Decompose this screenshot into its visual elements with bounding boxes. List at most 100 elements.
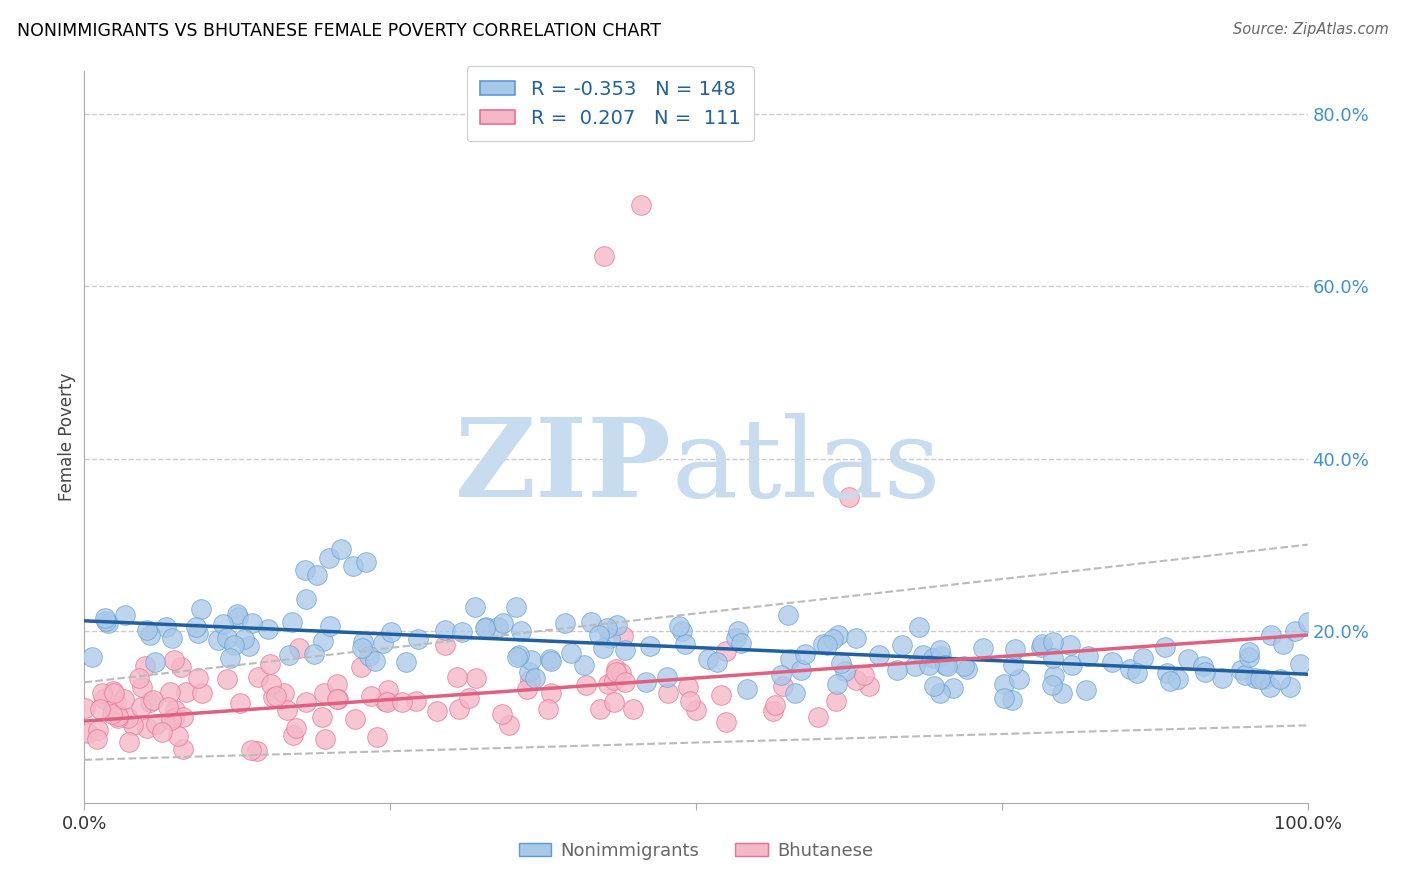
Point bbox=[537, 702, 560, 716]
Point bbox=[375, 696, 398, 710]
Point bbox=[260, 676, 283, 690]
Point bbox=[596, 621, 619, 635]
Point bbox=[1001, 693, 1024, 707]
Point bbox=[170, 660, 193, 674]
Point bbox=[1156, 665, 1178, 680]
Point bbox=[706, 655, 728, 669]
Point bbox=[278, 648, 301, 662]
Point bbox=[508, 648, 530, 662]
Point bbox=[117, 711, 139, 725]
Point bbox=[891, 638, 914, 652]
Point bbox=[1260, 628, 1282, 642]
Point bbox=[312, 634, 335, 648]
Point bbox=[217, 632, 239, 646]
Point bbox=[790, 663, 813, 677]
Text: NONIMMIGRANTS VS BHUTANESE FEMALE POVERTY CORRELATION CHART: NONIMMIGRANTS VS BHUTANESE FEMALE POVERT… bbox=[17, 22, 661, 40]
Point bbox=[136, 722, 159, 736]
Point bbox=[163, 653, 186, 667]
Point bbox=[408, 632, 430, 646]
Point bbox=[186, 620, 208, 634]
Point bbox=[1126, 666, 1149, 681]
Point bbox=[157, 700, 180, 714]
Point bbox=[446, 670, 468, 684]
Point bbox=[434, 638, 457, 652]
Point bbox=[187, 625, 209, 640]
Point bbox=[506, 650, 529, 665]
Point bbox=[1159, 673, 1181, 688]
Point bbox=[858, 679, 880, 693]
Point bbox=[97, 615, 120, 630]
Point bbox=[928, 686, 950, 700]
Point bbox=[523, 671, 546, 685]
Point bbox=[360, 690, 382, 704]
Point bbox=[1167, 672, 1189, 686]
Point bbox=[589, 702, 612, 716]
Point bbox=[716, 714, 738, 729]
Point bbox=[673, 637, 696, 651]
Point bbox=[264, 689, 287, 703]
Point bbox=[228, 696, 250, 710]
Point bbox=[129, 700, 152, 714]
Point bbox=[668, 619, 690, 633]
Point bbox=[516, 681, 538, 696]
Point bbox=[311, 710, 333, 724]
Point bbox=[1153, 640, 1175, 655]
Point bbox=[972, 640, 994, 655]
Point bbox=[139, 695, 162, 709]
Point bbox=[281, 615, 304, 630]
Point bbox=[80, 650, 103, 665]
Point bbox=[491, 707, 513, 722]
Point bbox=[128, 671, 150, 685]
Point bbox=[572, 658, 595, 673]
Point bbox=[287, 640, 309, 655]
Point bbox=[73, 700, 96, 714]
Point bbox=[302, 647, 325, 661]
Point bbox=[519, 653, 541, 667]
Point bbox=[776, 608, 799, 623]
Point bbox=[993, 677, 1015, 691]
Point bbox=[486, 620, 509, 634]
Point bbox=[305, 567, 328, 582]
Point bbox=[811, 637, 834, 651]
Point bbox=[136, 623, 159, 637]
Point bbox=[1042, 669, 1064, 683]
Point bbox=[114, 607, 136, 622]
Point bbox=[498, 718, 520, 732]
Point bbox=[172, 742, 194, 756]
Y-axis label: Female Poverty: Female Poverty bbox=[58, 373, 76, 501]
Point bbox=[554, 616, 576, 631]
Point bbox=[815, 638, 838, 652]
Point bbox=[621, 702, 644, 716]
Point bbox=[247, 670, 270, 684]
Point bbox=[131, 680, 153, 694]
Point bbox=[1074, 683, 1097, 698]
Point bbox=[86, 732, 108, 747]
Point bbox=[1008, 672, 1031, 686]
Point bbox=[1040, 678, 1063, 692]
Point bbox=[614, 675, 637, 690]
Point bbox=[1289, 657, 1312, 671]
Point bbox=[273, 686, 295, 700]
Point bbox=[560, 647, 582, 661]
Point bbox=[868, 648, 890, 662]
Point bbox=[207, 633, 229, 648]
Point bbox=[312, 686, 335, 700]
Point bbox=[103, 703, 125, 717]
Point bbox=[374, 694, 396, 708]
Point bbox=[159, 685, 181, 699]
Point bbox=[451, 625, 474, 640]
Point bbox=[118, 735, 141, 749]
Point bbox=[405, 694, 427, 708]
Point bbox=[191, 686, 214, 700]
Point bbox=[447, 702, 470, 716]
Point bbox=[1001, 657, 1024, 672]
Point bbox=[636, 674, 658, 689]
Legend: Nonimmigrants, Bhutanese: Nonimmigrants, Bhutanese bbox=[512, 835, 880, 867]
Point bbox=[187, 671, 209, 685]
Text: atlas: atlas bbox=[672, 413, 941, 520]
Point bbox=[330, 541, 353, 556]
Point bbox=[352, 641, 374, 656]
Point bbox=[725, 631, 748, 645]
Point bbox=[505, 599, 527, 614]
Point bbox=[911, 648, 934, 663]
